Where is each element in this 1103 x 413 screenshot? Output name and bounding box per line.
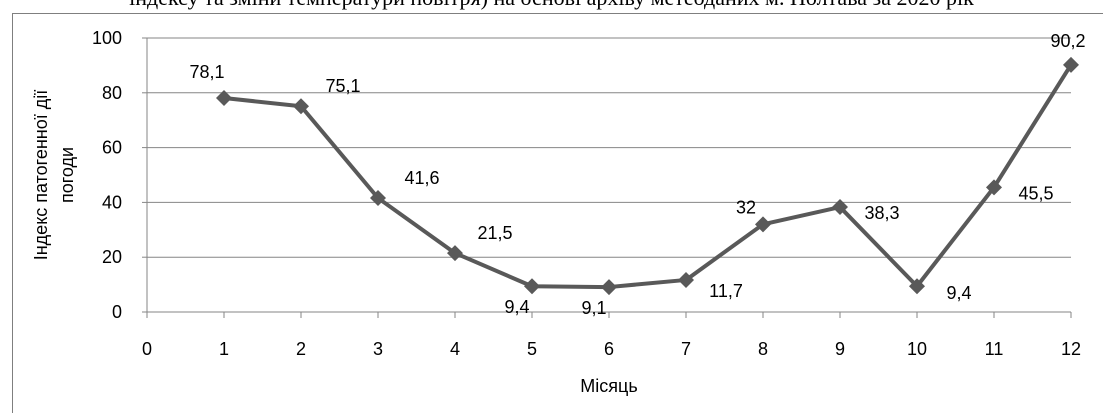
data-point [601, 279, 617, 296]
data-point [1063, 56, 1079, 73]
x-tick-label: 11 [985, 339, 1004, 359]
x-tick-label: 5 [527, 339, 537, 359]
x-tick-label: 7 [681, 339, 691, 359]
data-label: 9,4 [946, 283, 971, 303]
y-tick-label: 20 [102, 247, 122, 267]
data-point [293, 98, 309, 115]
data-point [755, 216, 771, 233]
data-label: 75,1 [325, 76, 360, 96]
data-point [216, 90, 232, 107]
x-tick-label: 1 [219, 339, 229, 359]
y-tick-label: 80 [102, 83, 122, 103]
data-point [986, 179, 1002, 196]
y-tick-label: 100 [92, 28, 122, 48]
data-label: 11,7 [709, 281, 743, 301]
data-point [678, 271, 694, 288]
x-tick-label: 2 [296, 339, 306, 359]
data-point [447, 245, 463, 262]
data-point [832, 199, 848, 216]
data-label: 45,5 [1018, 183, 1053, 203]
x-tick-label: 12 [1061, 339, 1081, 359]
x-tick-label: 8 [758, 339, 768, 359]
data-label: 78,1 [189, 62, 224, 82]
x-tick-label: 0 [142, 339, 152, 359]
chart-frame [12, 13, 1103, 413]
x-tick-label: 6 [604, 339, 614, 359]
x-axis-title: Місяць [580, 376, 637, 396]
data-point [370, 190, 386, 207]
data-point [909, 278, 925, 295]
data-label: 9,4 [504, 297, 529, 317]
data-label: 21,5 [477, 223, 512, 243]
x-tick-label: 3 [373, 339, 383, 359]
y-axis-title-line: Індекс патогенної дії [31, 90, 51, 261]
figure-caption: індексу та зміни температури повітря) на… [0, 0, 1103, 19]
y-tick-label: 40 [102, 192, 122, 212]
data-label: 90,2 [1050, 31, 1085, 51]
data-label: 9,1 [581, 298, 606, 318]
y-axis-title: Індекс патогенної дії погоди [31, 90, 77, 261]
data-label: 38,3 [864, 203, 899, 223]
x-tick-label: 10 [907, 339, 927, 359]
x-tick-label: 4 [450, 339, 460, 359]
y-tick-label: 60 [102, 138, 122, 158]
x-tick-label: 9 [835, 339, 845, 359]
data-label: 41,6 [404, 168, 439, 188]
y-axis-title-line: погоди [57, 147, 77, 203]
series-line [223, 63, 1073, 290]
y-tick-label: 0 [112, 302, 122, 322]
data-label: 32 [736, 197, 756, 217]
data-point [524, 278, 540, 295]
